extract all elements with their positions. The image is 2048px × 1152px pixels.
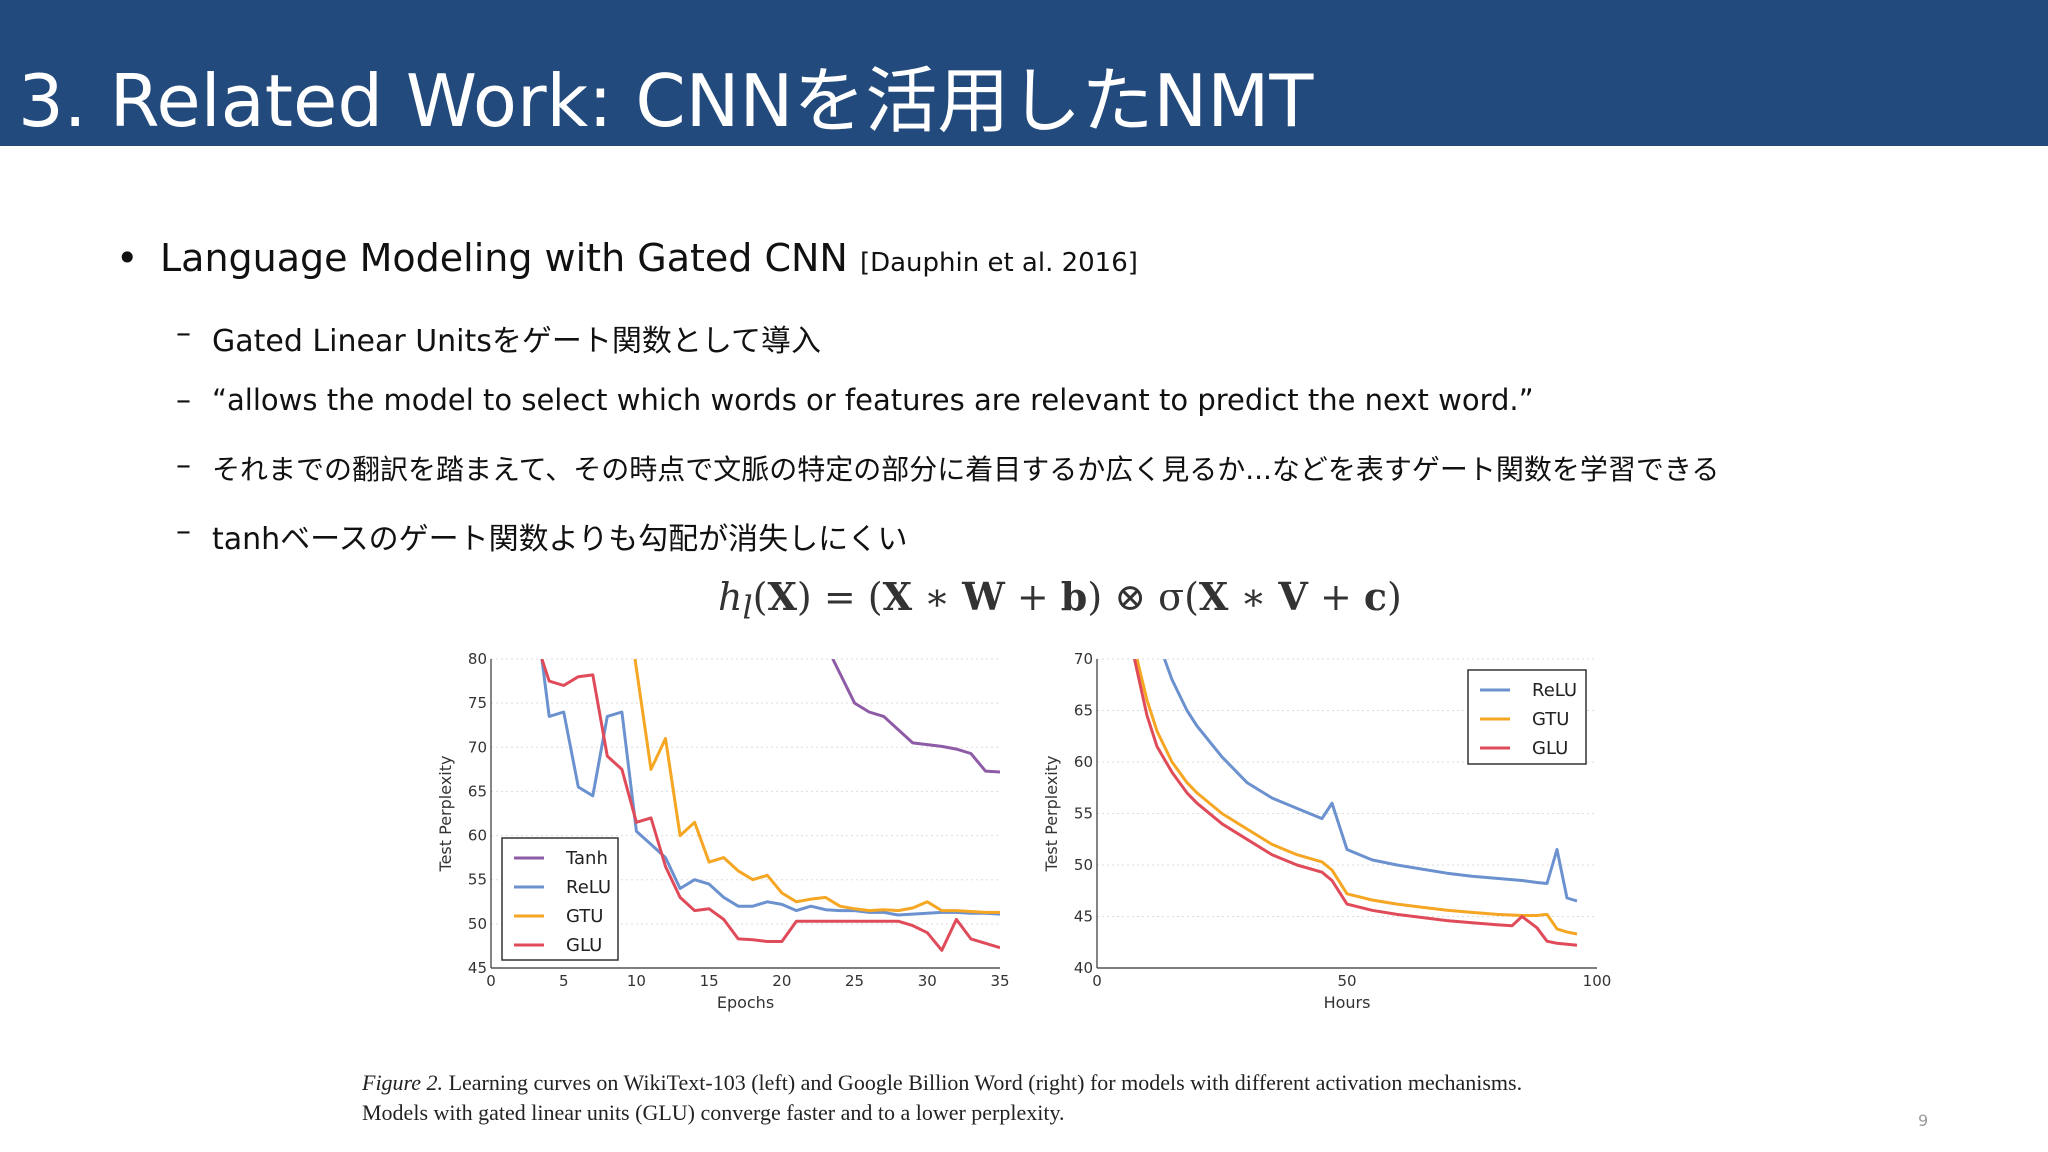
y-tick-label: 60	[1074, 753, 1093, 771]
figure-caption: Figure 2. Learning curves on WikiText-10…	[362, 1068, 1522, 1128]
x-tick-label: 25	[845, 972, 864, 990]
x-axis-label: Epochs	[717, 993, 774, 1012]
legend-label: GLU	[1532, 738, 1568, 759]
legend-label: ReLU	[1532, 680, 1577, 701]
sub-bullet-text: “allows the model to select which words …	[212, 383, 1534, 417]
sub-bullet-marker: –	[176, 316, 191, 351]
y-tick-label: 70	[468, 738, 487, 756]
x-tick-label: 0	[486, 972, 496, 990]
y-tick-label: 45	[468, 959, 487, 977]
citation: [Dauphin et al. 2016]	[859, 248, 1138, 278]
series-line-relu	[1163, 659, 1578, 903]
y-tick-label: 65	[468, 782, 487, 800]
sub-bullet-text: それまでの翻訳を踏まえて、その時点で文脈の特定の部分に着目するか広く見るか...…	[212, 453, 1720, 486]
bullet-main-text: Language Modeling with Gated CNN	[160, 236, 848, 280]
y-tick-label: 55	[468, 871, 487, 889]
sub-bullet-marker: –	[176, 514, 191, 549]
x-tick-label: 5	[559, 972, 569, 990]
glu-formula: hl(X) = (X ∗ W + b) ⊗ σ(X ∗ V + c)	[718, 574, 1402, 627]
legend-label: ReLU	[566, 877, 611, 898]
series-line-gtu	[633, 659, 1000, 914]
x-tick-label: 0	[1092, 972, 1102, 990]
page-number: 9	[1918, 1111, 1929, 1130]
sub-bullet-marker: –	[176, 448, 191, 483]
series-line-relu	[540, 659, 1000, 917]
series-line-gtu	[1135, 659, 1578, 936]
legend-label: GLU	[566, 935, 602, 956]
y-tick-label: 80	[468, 650, 487, 668]
x-tick-label: 15	[700, 972, 719, 990]
legend-label: GTU	[566, 906, 603, 927]
y-tick-label: 40	[1074, 959, 1093, 977]
legend-label: Tanh	[565, 848, 608, 869]
x-tick-label: 35	[990, 972, 1009, 990]
x-tick-label: 100	[1583, 972, 1612, 990]
y-tick-label: 60	[468, 827, 487, 845]
bullet-marker: •	[116, 236, 139, 280]
y-axis-label: Test Perplexity	[1042, 756, 1061, 873]
slide-title: 3. Related Work: CNNを活用したNMT	[18, 59, 1314, 143]
x-tick-label: 10	[627, 972, 646, 990]
y-tick-label: 50	[468, 915, 487, 933]
sub-bullet-marker: –	[176, 383, 191, 418]
y-axis-label: Test Perplexity	[436, 756, 455, 873]
y-tick-label: 50	[1074, 856, 1093, 874]
caption-figure-label: Figure 2.	[362, 1070, 444, 1095]
y-tick-label: 45	[1074, 908, 1093, 926]
slide-header: 3. Related Work: CNNを活用したNMT	[0, 0, 2048, 146]
x-axis-label: Hours	[1324, 993, 1371, 1012]
legend-label: GTU	[1532, 709, 1569, 730]
y-tick-label: 65	[1074, 702, 1093, 720]
caption-line-1: Learning curves on WikiText-103 (left) a…	[443, 1070, 1523, 1095]
series-line-glu	[1133, 659, 1578, 947]
x-tick-label: 30	[918, 972, 937, 990]
sub-bullet-text: tanhベースのゲート関数よりも勾配が消失しにくい	[212, 522, 908, 557]
y-tick-label: 70	[1074, 650, 1093, 668]
y-tick-label: 75	[468, 694, 487, 712]
series-line-glu	[540, 659, 1000, 952]
caption-line-2: Models with gated linear units (GLU) con…	[362, 1100, 1065, 1125]
x-tick-label: 50	[1337, 972, 1356, 990]
sub-bullet-text: Gated Linear Unitsをゲート関数として導入	[212, 324, 822, 359]
x-tick-label: 20	[772, 972, 791, 990]
y-tick-label: 55	[1074, 805, 1093, 823]
series-line-tanh	[831, 659, 1000, 774]
